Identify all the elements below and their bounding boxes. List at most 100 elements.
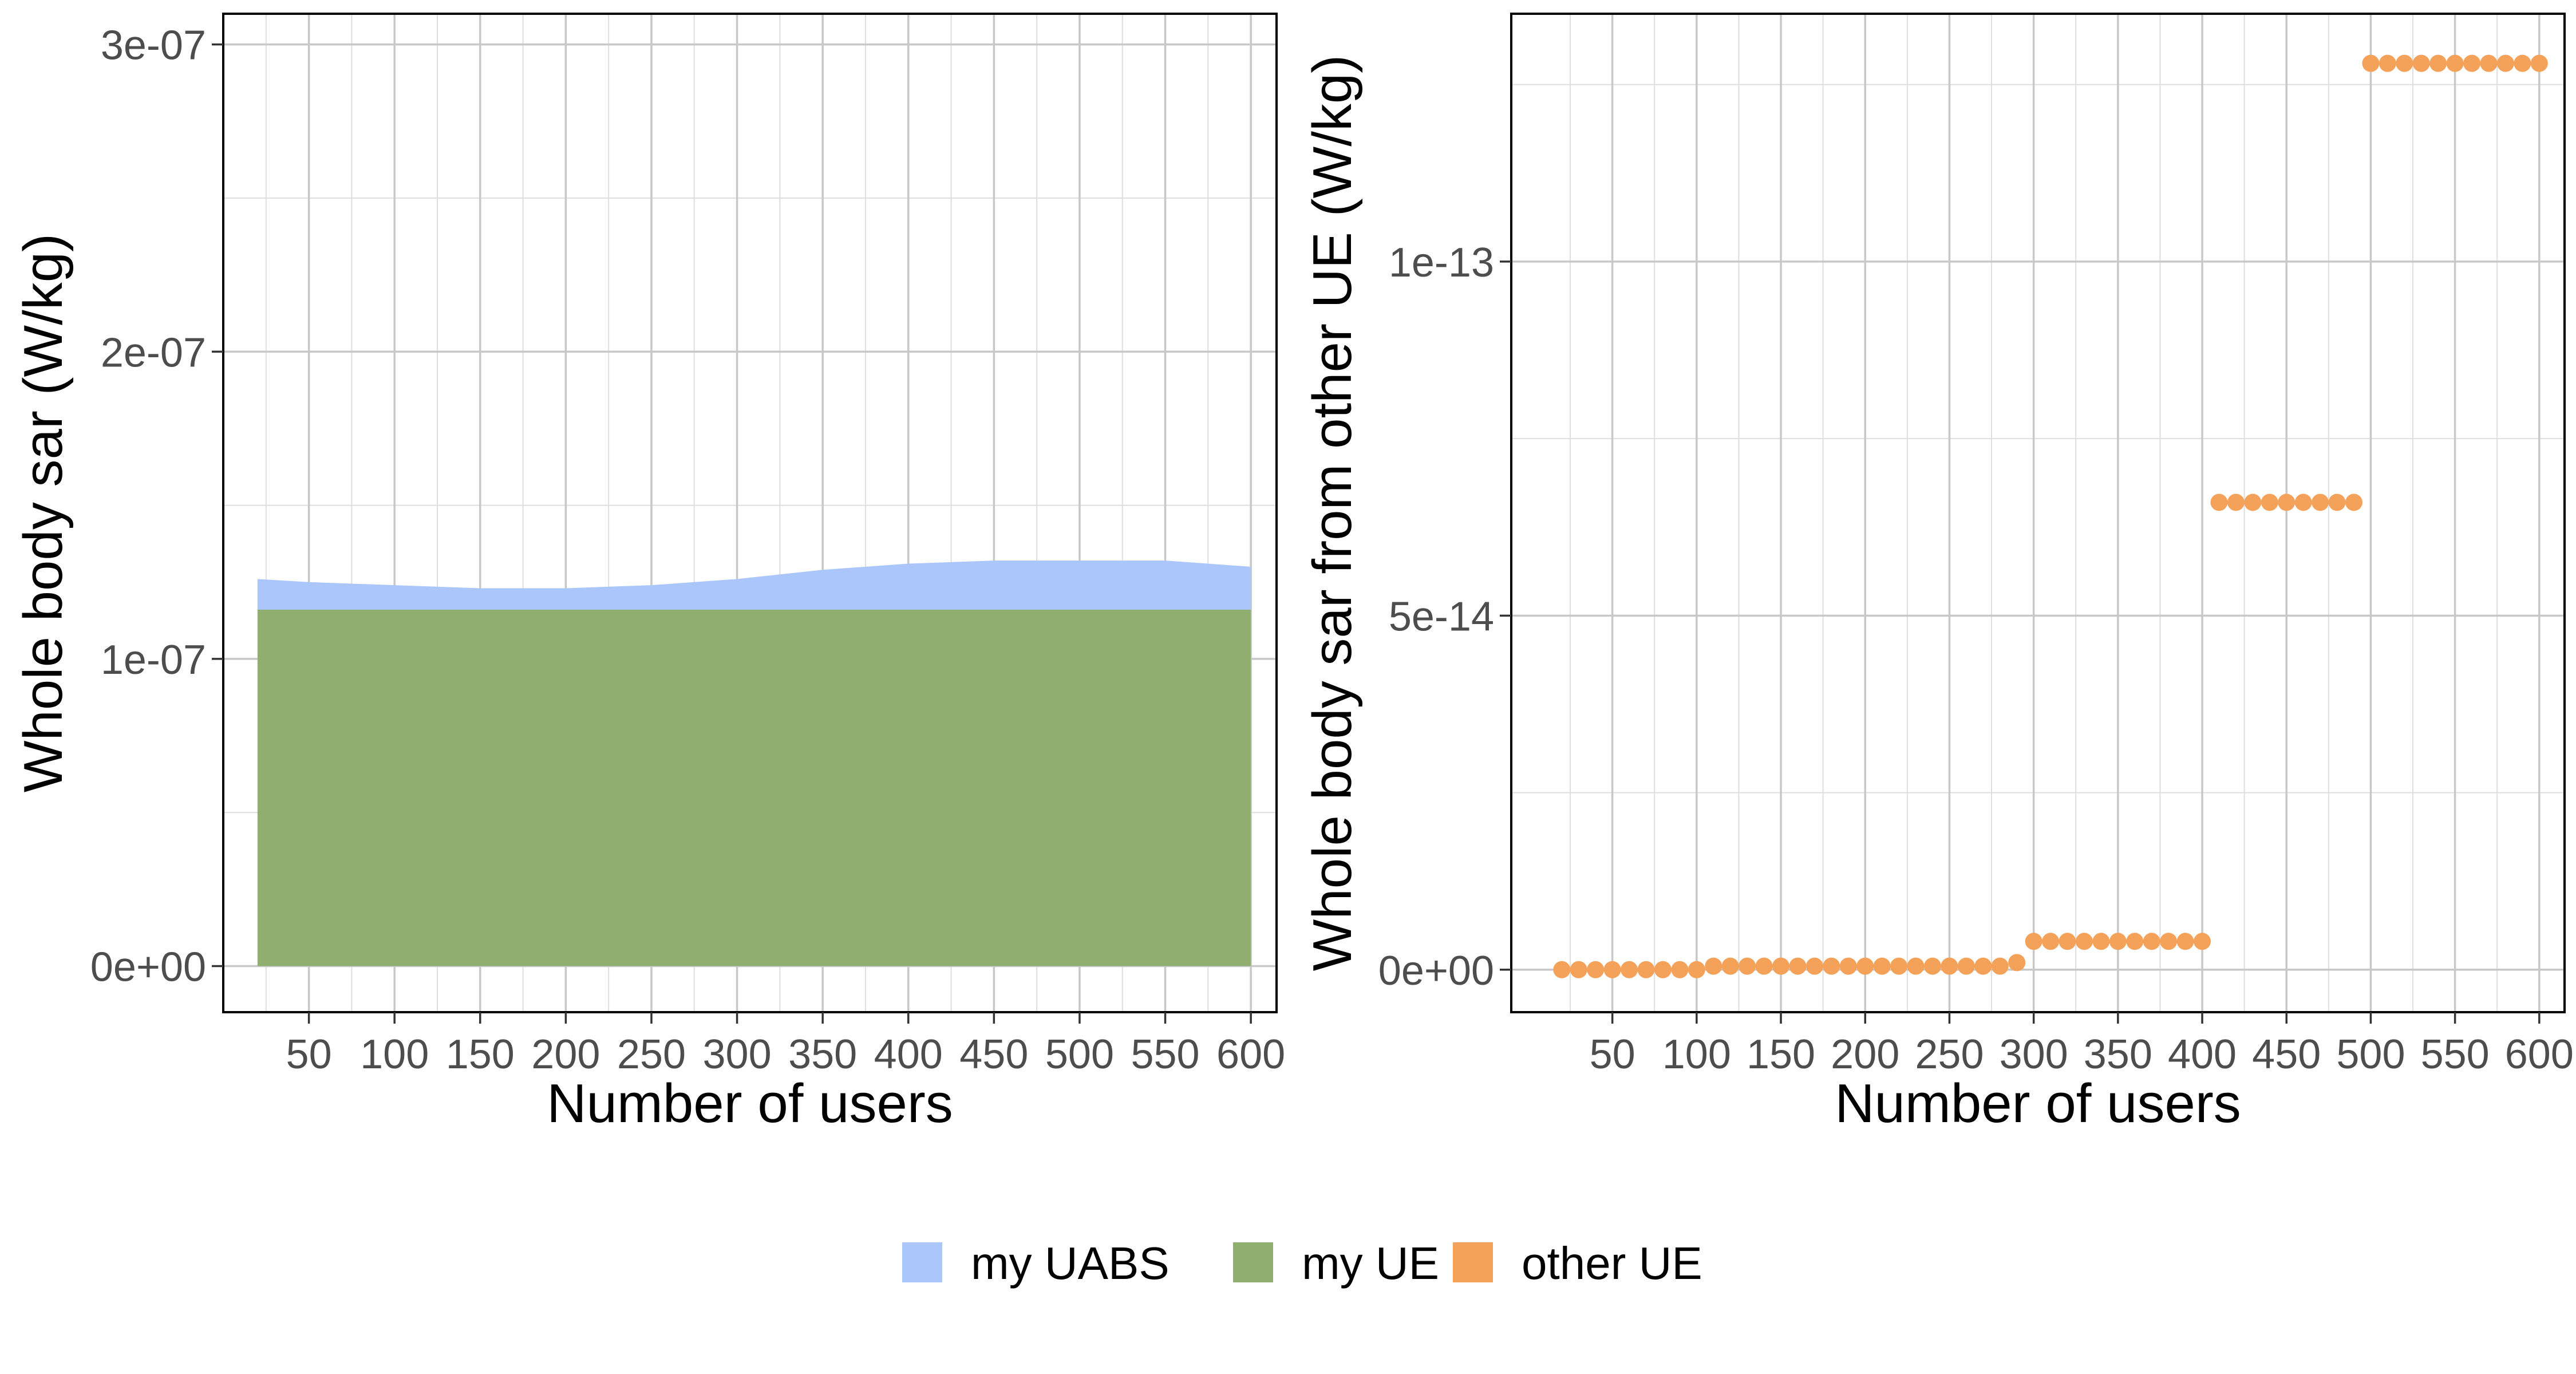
right-x-tick-label: 350 bbox=[2084, 1032, 2152, 1077]
scatter-point bbox=[1587, 961, 1605, 978]
scatter-point bbox=[1739, 957, 1756, 975]
scatter-point bbox=[2075, 933, 2093, 950]
scatter-point bbox=[2345, 493, 2362, 511]
left-x-tick-label: 50 bbox=[286, 1032, 332, 1077]
scatter-point bbox=[1890, 957, 1908, 975]
right-x-axis-title: Number of users bbox=[1835, 1073, 2241, 1134]
scatter-point bbox=[1705, 957, 1722, 975]
scatter-point bbox=[2514, 54, 2531, 72]
scatter-point bbox=[2362, 54, 2380, 72]
right-x-tick-label: 200 bbox=[1831, 1032, 1899, 1077]
right-x-tick-label: 100 bbox=[1662, 1032, 1731, 1077]
scatter-point bbox=[1688, 961, 1705, 978]
left-y-axis-title: Whole body sar (W/kg) bbox=[13, 234, 74, 792]
scatter-point bbox=[2463, 54, 2481, 72]
left-x-tick-label: 450 bbox=[959, 1032, 1028, 1077]
scatter-point bbox=[1941, 957, 1958, 975]
sar-area-chart: 50 100 150 200 250 300 350 400 450 500 550 600 0e+00… bbox=[13, 13, 1285, 1134]
scatter-point bbox=[2143, 933, 2160, 950]
scatter-point bbox=[2396, 54, 2413, 72]
right-x-tick-label: 500 bbox=[2336, 1032, 2405, 1077]
area-my-ue bbox=[257, 610, 1251, 966]
scatter-point bbox=[2530, 54, 2548, 72]
scatter-point bbox=[1553, 961, 1571, 978]
scatter-point bbox=[1991, 957, 2009, 975]
scatter-point bbox=[1721, 957, 1739, 975]
scatter-point bbox=[1637, 961, 1655, 978]
scatter-point bbox=[1671, 961, 1689, 978]
sar-other-ue-scatter-chart: 50 100 150 200 250 300 350 400 450 500 550 600 0e+00… bbox=[1302, 13, 2574, 1134]
scatter-point bbox=[2312, 493, 2329, 511]
right-x-tick-label: 550 bbox=[2421, 1032, 2490, 1077]
scatter-point bbox=[2176, 933, 2194, 950]
scatter-point bbox=[2092, 933, 2110, 950]
scatter-point bbox=[2109, 933, 2127, 950]
right-axis-ticks: 50 100 150 200 250 300 350 400 450 500 550 600 0e+00… bbox=[1378, 240, 2574, 1077]
scatter-point bbox=[2126, 933, 2144, 950]
right-panel-border bbox=[1510, 13, 2566, 1013]
left-x-tick-label: 600 bbox=[1216, 1032, 1285, 1077]
left-x-tick-label: 150 bbox=[446, 1032, 515, 1077]
scatter-point bbox=[2244, 493, 2262, 511]
scatter-point bbox=[2025, 933, 2042, 950]
legend: my UABS my UE other UE bbox=[902, 1238, 1702, 1289]
left-panel-border bbox=[222, 13, 1278, 1013]
scatter-point bbox=[1570, 961, 1587, 978]
right-x-tick-label: 400 bbox=[2168, 1032, 2237, 1077]
scatter-point bbox=[2210, 493, 2228, 511]
left-x-tick-label: 100 bbox=[360, 1032, 429, 1077]
scatter-point bbox=[2278, 493, 2296, 511]
scatter-point bbox=[2059, 933, 2076, 950]
right-x-tick-label: 600 bbox=[2505, 1032, 2574, 1077]
right-y-axis-title: Whole body sar from other UE (W/kg) bbox=[1302, 55, 1363, 971]
scatter-point bbox=[2160, 933, 2178, 950]
left-x-tick-label: 300 bbox=[702, 1032, 771, 1077]
scatter-point bbox=[1789, 957, 1807, 975]
left-y-tick-label: 0e+00 bbox=[90, 945, 206, 990]
scatter-point bbox=[1654, 961, 1672, 978]
left-x-tick-label: 250 bbox=[617, 1032, 686, 1077]
scatter-point bbox=[1907, 957, 1925, 975]
area-my-uabs bbox=[257, 560, 1251, 610]
right-y-tick-label: 1e-13 bbox=[1389, 240, 1494, 286]
scatter-point bbox=[2328, 493, 2346, 511]
scatter-point bbox=[1924, 957, 1941, 975]
legend-key-my-uabs bbox=[902, 1242, 942, 1282]
left-x-tick-label: 200 bbox=[531, 1032, 600, 1077]
scatter-point bbox=[1805, 957, 1823, 975]
right-x-tick-label: 50 bbox=[1590, 1032, 1635, 1077]
right-x-tick-label: 250 bbox=[1915, 1032, 1984, 1077]
left-x-tick-label: 400 bbox=[874, 1032, 943, 1077]
scatter-point bbox=[2194, 933, 2211, 950]
right-y-tick-label: 0e+00 bbox=[1378, 948, 1494, 994]
scatter-point bbox=[1974, 957, 1992, 975]
scatter-point bbox=[2412, 54, 2430, 72]
left-area-series bbox=[257, 560, 1251, 966]
legend-key-other-ue bbox=[1453, 1242, 1493, 1282]
scatter-point bbox=[1772, 957, 1790, 975]
scatter-point bbox=[2261, 493, 2278, 511]
scatter-point bbox=[1823, 957, 1840, 975]
legend-label: other UE bbox=[1522, 1238, 1702, 1289]
scatter-point bbox=[1755, 957, 1773, 975]
scatter-point bbox=[2042, 933, 2060, 950]
legend-label: my UABS bbox=[971, 1238, 1170, 1289]
left-axis-ticks: 50 100 150 200 250 300 350 400 450 500 550 600 0e+00… bbox=[90, 23, 1285, 1077]
legend-label: my UE bbox=[1302, 1238, 1439, 1289]
right-x-tick-label: 150 bbox=[1747, 1032, 1815, 1077]
left-x-tick-label: 350 bbox=[788, 1032, 857, 1077]
scatter-point bbox=[1621, 961, 1638, 978]
scatter-point bbox=[2480, 54, 2498, 72]
scatter-point bbox=[1873, 957, 1891, 975]
scatter-point bbox=[2429, 54, 2447, 72]
scatter-point bbox=[1957, 957, 1975, 975]
scatter-point bbox=[2446, 54, 2464, 72]
scatter-point bbox=[1839, 957, 1857, 975]
right-y-tick-label: 5e-14 bbox=[1389, 594, 1494, 639]
left-y-tick-label: 1e-07 bbox=[101, 637, 206, 683]
left-y-tick-label: 3e-07 bbox=[101, 23, 206, 69]
right-x-tick-label: 300 bbox=[2000, 1032, 2068, 1077]
left-x-axis-title: Number of users bbox=[547, 1073, 953, 1134]
scatter-point bbox=[1603, 961, 1621, 978]
